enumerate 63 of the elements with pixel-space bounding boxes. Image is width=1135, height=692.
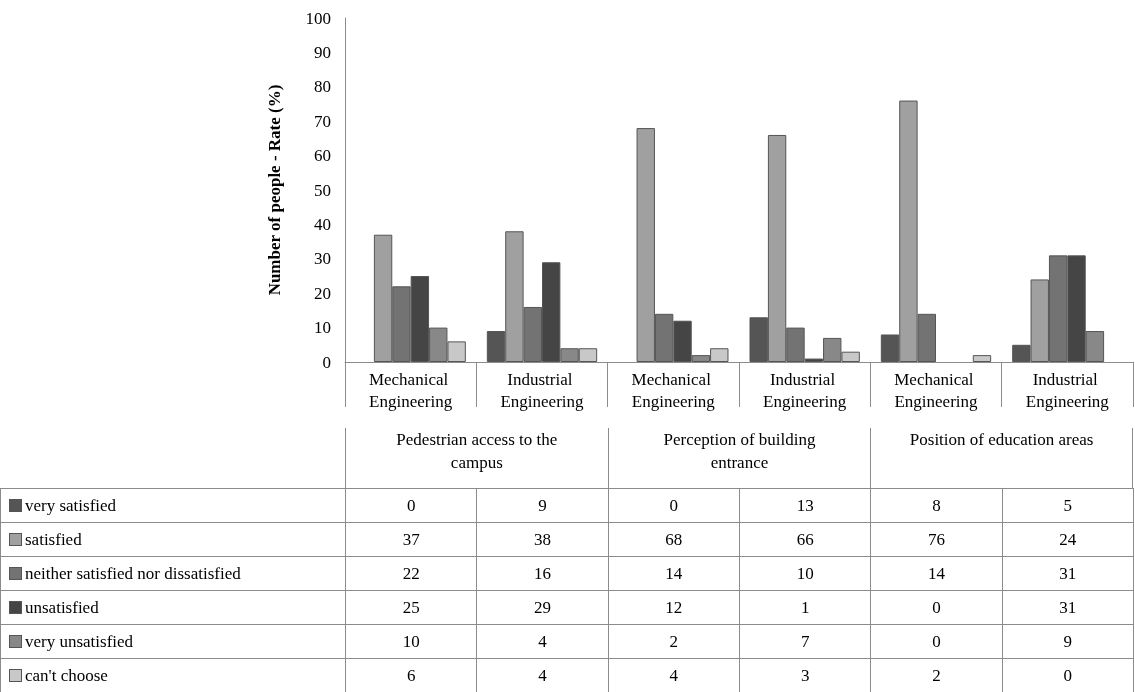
data-label: 76 <box>870 522 1003 557</box>
y-tick-label: 0 <box>322 352 331 372</box>
data-label: 16 <box>476 556 609 591</box>
data-label: 8 <box>870 488 1003 523</box>
data-label: 0 <box>607 488 740 523</box>
data-label: 6 <box>345 658 478 692</box>
x-tick-label: Mechanical Engineering <box>894 369 979 411</box>
data-label: 0 <box>870 624 1003 659</box>
data-label: 68 <box>607 522 740 557</box>
x-tick-label: Industrial Engineering <box>1025 369 1110 411</box>
text: Position of education areas <box>870 428 1133 488</box>
y-tick-label: 10 <box>314 318 331 338</box>
data-label: 14 <box>870 556 1003 591</box>
x-tick-label: Mechanical Engineering <box>368 369 453 411</box>
data-label: 1 <box>739 590 872 625</box>
data-label: 2 <box>870 658 1003 692</box>
y-tick-label: 50 <box>314 180 331 200</box>
x-tick-label: Industrial Engineering <box>500 369 585 411</box>
data-label: 0 <box>1001 658 1134 692</box>
data-label: 9 <box>476 488 609 523</box>
text: Pedestrian access to the campus <box>345 428 608 488</box>
y-axis-title: Number of people - Rate (%) <box>265 84 284 296</box>
data-label: 4 <box>476 658 609 692</box>
y-tick-label: 70 <box>314 111 331 131</box>
x-tick-label: Industrial Engineering <box>763 369 847 411</box>
data-label: 2 <box>607 624 740 659</box>
y-tick-label: 100 <box>305 8 331 28</box>
legend-label: very satisfied <box>0 488 346 523</box>
data-label: 5 <box>1001 488 1134 523</box>
y-tick-label: 40 <box>314 214 331 234</box>
data-label: 24 <box>1001 522 1134 557</box>
data-label: 10 <box>345 624 478 659</box>
data-label: 4 <box>607 658 740 692</box>
legend-label: can't choose <box>0 658 346 692</box>
data-label: 66 <box>739 522 872 557</box>
data-label: 12 <box>607 590 740 625</box>
data-label: 7 <box>739 624 872 659</box>
y-tick-label: 60 <box>314 146 331 166</box>
data-label: 31 <box>1001 590 1134 625</box>
legend-label: neither satisfied nor dissatisfied <box>0 556 346 591</box>
y-tick-label: 90 <box>314 42 331 62</box>
legend-label: satisfied <box>0 522 346 557</box>
y-tick-label: 80 <box>314 77 331 97</box>
data-label: 0 <box>345 488 478 523</box>
legend-label: very unsatisfied <box>0 624 346 659</box>
data-label: 3 <box>739 658 872 692</box>
y-tick-label: 20 <box>314 283 331 303</box>
data-label: 0 <box>870 590 1003 625</box>
data-label: 14 <box>607 556 740 591</box>
data-label: 9 <box>1001 624 1134 659</box>
text: Perception of building entrance <box>607 428 871 488</box>
data-label: 29 <box>476 590 609 625</box>
data-label: 10 <box>739 556 872 591</box>
data-label: 31 <box>1001 556 1134 591</box>
data-label: 25 <box>345 590 478 625</box>
data-label: 37 <box>345 522 478 557</box>
data-label: 4 <box>476 624 609 659</box>
data-label: 22 <box>345 556 478 591</box>
data-label: 38 <box>476 522 609 557</box>
x-tick-label: Mechanical Engineering <box>631 369 716 411</box>
y-tick-label: 30 <box>314 249 331 269</box>
legend-label: unsatisfied <box>0 590 346 625</box>
data-label: 13 <box>739 488 872 523</box>
